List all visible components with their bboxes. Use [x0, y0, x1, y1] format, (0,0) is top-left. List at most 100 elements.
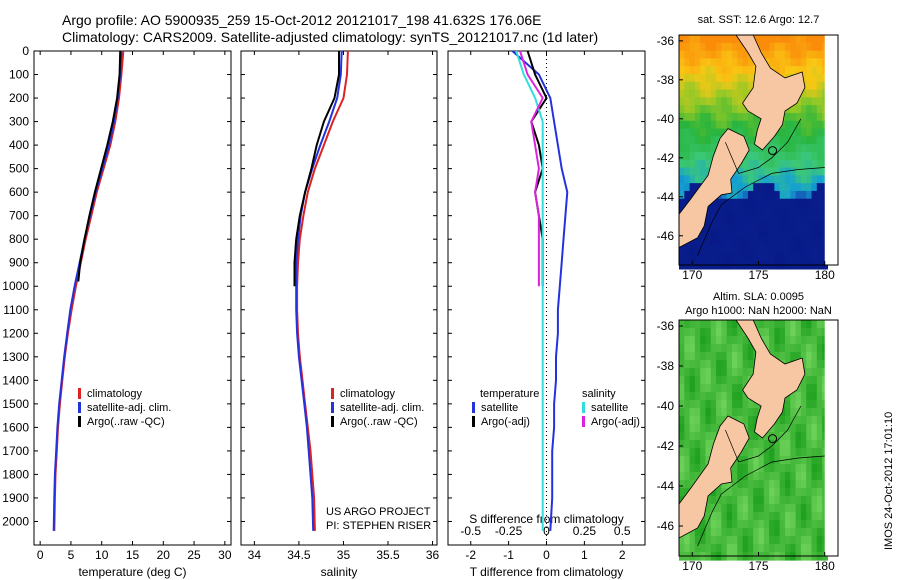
map-cell	[811, 536, 818, 545]
map-cell	[816, 50, 823, 59]
map-cell	[758, 504, 765, 513]
map-cell	[700, 368, 707, 377]
map-cell	[747, 58, 754, 67]
map-cell	[689, 400, 696, 409]
map-cell	[790, 336, 797, 345]
map-cell	[679, 198, 685, 208]
map-cell	[769, 336, 775, 345]
map-cell	[795, 536, 802, 545]
map-cell	[700, 440, 707, 449]
map-cell	[705, 400, 712, 409]
map-cell	[811, 206, 818, 215]
map-cell	[800, 512, 807, 521]
y-tick-label: 1000	[2, 279, 29, 293]
map-cell	[742, 253, 749, 262]
map-cell	[774, 253, 781, 262]
map-cell	[790, 120, 797, 130]
map-cell	[763, 151, 770, 161]
map-cell	[705, 504, 712, 513]
x-axis-label: T difference from climatology	[470, 565, 624, 579]
map-cell	[700, 392, 707, 401]
map-cell	[790, 504, 797, 513]
map-cell	[705, 376, 712, 385]
map-cell	[684, 384, 691, 393]
map-cell	[800, 222, 807, 231]
map-cell	[747, 360, 754, 369]
map-cell	[779, 520, 786, 529]
map-cell	[700, 245, 707, 254]
map-cell	[679, 120, 685, 130]
map-cell	[790, 512, 797, 521]
map-cell	[710, 392, 717, 401]
map-cell	[785, 544, 791, 553]
map-cell	[785, 229, 791, 239]
y-tick-label: 600	[9, 185, 29, 199]
map-cell	[806, 384, 813, 393]
map-cell	[710, 432, 717, 441]
map-cell	[816, 544, 823, 553]
map-cell	[811, 159, 818, 169]
map-cell	[726, 352, 733, 361]
map-cell	[737, 512, 744, 521]
map-cell	[806, 167, 813, 176]
map-cell	[816, 159, 823, 169]
map-cell	[753, 183, 760, 192]
map-cell	[790, 528, 797, 537]
map-cell	[790, 253, 797, 262]
map-cell	[816, 253, 823, 262]
map-cell	[684, 360, 691, 369]
map-cell	[758, 448, 765, 457]
map-cell	[800, 504, 807, 513]
map-title: Altim. SLA: 0.0095	[713, 291, 804, 303]
map-cell	[747, 253, 754, 262]
map-cell	[689, 448, 696, 457]
map-cell	[790, 440, 797, 449]
map-cell	[710, 488, 717, 497]
map-cell	[816, 424, 823, 433]
map-cell	[705, 328, 712, 337]
map-cell	[795, 229, 802, 239]
map-cell	[684, 35, 691, 44]
map-cell	[747, 488, 754, 497]
map-cell	[811, 42, 818, 52]
map-cell	[779, 50, 786, 59]
map-cell	[737, 66, 744, 75]
map-cell	[747, 496, 754, 505]
map-cell	[716, 128, 722, 137]
map-cell	[763, 198, 770, 208]
map-cell	[705, 416, 712, 425]
map-cell	[753, 544, 760, 553]
map-cell	[790, 520, 797, 529]
map-cell	[806, 528, 813, 537]
map-cell	[758, 159, 765, 169]
map-cell	[726, 544, 733, 553]
map-cell	[753, 400, 760, 409]
map-cell	[742, 360, 749, 369]
map-cell	[816, 222, 823, 231]
map-cell	[679, 73, 685, 83]
map-y-tick-label: -44	[657, 190, 675, 204]
map-cell	[795, 112, 802, 122]
map-cell	[779, 183, 786, 192]
map-cell	[710, 89, 717, 98]
map-cell	[732, 35, 738, 44]
map-cell	[721, 368, 728, 377]
map-cell	[795, 456, 802, 465]
map-cell	[721, 253, 728, 262]
map-cell	[716, 81, 722, 91]
map-cell	[732, 42, 738, 52]
map-cell	[806, 214, 813, 223]
x-tick-label: 30	[218, 548, 232, 562]
map-cell	[785, 206, 791, 215]
map-cell	[763, 488, 770, 497]
map-cell	[732, 89, 738, 98]
map-cell	[732, 464, 738, 473]
map-cell	[710, 320, 717, 329]
map-cell	[800, 424, 807, 433]
map-cell	[811, 352, 818, 361]
map-cell	[737, 384, 744, 393]
map-cell	[753, 128, 760, 137]
map-cell	[774, 504, 781, 513]
map-cell	[726, 376, 733, 385]
map-cell	[732, 206, 738, 215]
